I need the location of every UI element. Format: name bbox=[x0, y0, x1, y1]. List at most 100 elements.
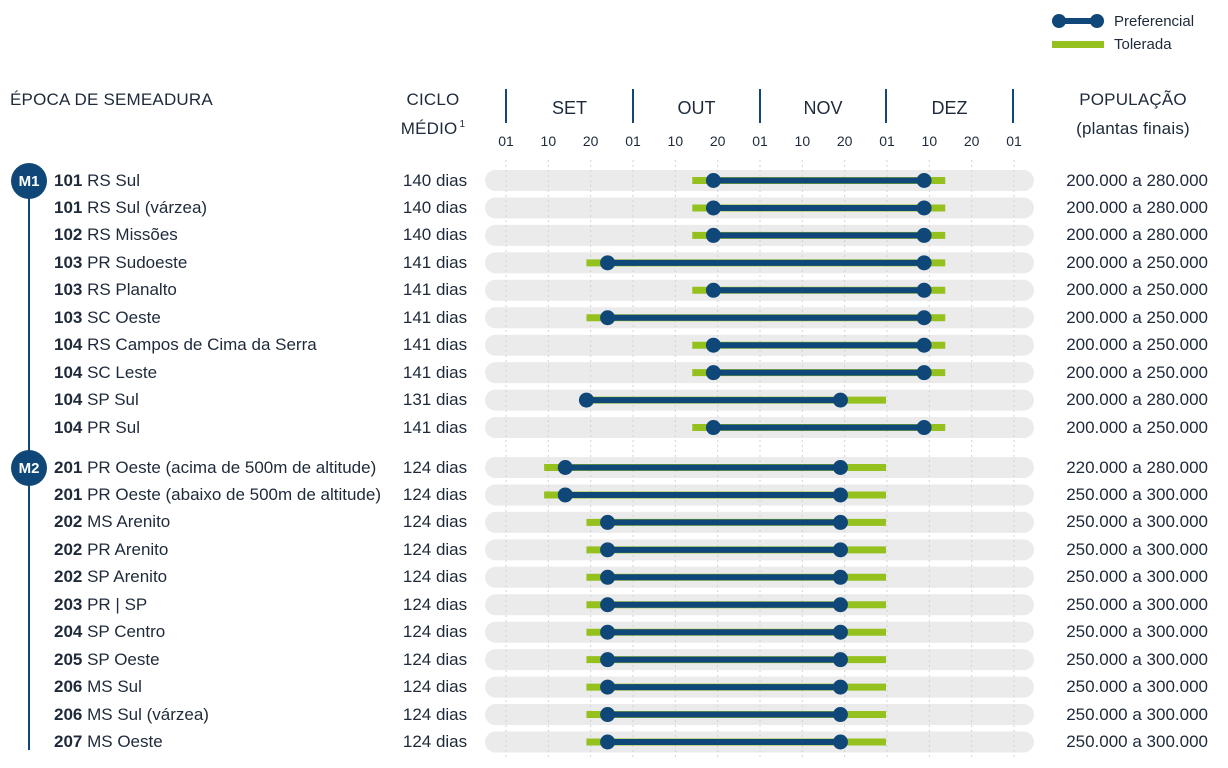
row-label: 204 SP Centro bbox=[54, 620, 165, 644]
preferred-start-dot bbox=[600, 569, 616, 585]
row-region-name: SP Sul bbox=[82, 390, 139, 410]
row-population: 200.000 a 280.000 bbox=[1066, 170, 1208, 190]
preferred-start-dot bbox=[600, 734, 616, 750]
row-code: 202 bbox=[54, 567, 83, 587]
population-header-line2: (plantas finais) bbox=[1076, 119, 1190, 138]
row-cycle: 124 dias bbox=[402, 567, 468, 587]
row-region-name: PR Sul bbox=[82, 417, 141, 437]
row-region-name: PR Sudoeste bbox=[82, 252, 188, 272]
row-code: 104 bbox=[54, 335, 83, 355]
row-region-name: MS Arenito bbox=[82, 512, 171, 532]
row-population: 250.000 a 300.000 bbox=[1066, 649, 1208, 669]
preferred-end-dot bbox=[916, 173, 932, 188]
row-label: 202 MS Arenito bbox=[54, 510, 170, 534]
preferred-end-dot bbox=[916, 227, 932, 243]
preferred-end-dot bbox=[832, 652, 848, 668]
legend-preferred-swatch bbox=[1052, 11, 1104, 31]
row-population: 200.000 a 250.000 bbox=[1066, 417, 1208, 437]
tick-label: 10 bbox=[668, 133, 684, 149]
row-region-name: PR Arenito bbox=[82, 539, 169, 559]
row-label: 103 SC Oeste bbox=[54, 306, 161, 330]
row-region-name: RS Sul (várzea) bbox=[82, 197, 208, 217]
row-cycle: 124 dias bbox=[402, 457, 468, 477]
preferred-start-dot bbox=[600, 624, 616, 640]
row-label: 104 SP Sul bbox=[54, 388, 139, 412]
row-cycle: 131 dias bbox=[402, 390, 468, 410]
legend-tolerated-label: Tolerada bbox=[1114, 35, 1172, 53]
row-label: 101 RS Sul (várzea) bbox=[54, 196, 207, 220]
row-code: 103 bbox=[54, 280, 83, 300]
row-region-name: RS Sul bbox=[82, 170, 141, 190]
row-code: 205 bbox=[54, 649, 83, 669]
row-population: 250.000 a 300.000 bbox=[1066, 539, 1208, 559]
group-badge-m1: M1 bbox=[11, 163, 47, 199]
row-label: 201 PR Oeste (abaixo de 500m de altitude… bbox=[54, 483, 381, 507]
preferred-end-dot bbox=[916, 365, 932, 381]
row-population: 200.000 a 280.000 bbox=[1066, 225, 1208, 245]
row-code: 202 bbox=[54, 512, 83, 532]
row-population: 250.000 a 300.000 bbox=[1066, 512, 1208, 532]
tick-label: 20 bbox=[964, 133, 980, 149]
row-label: 104 PR Sul bbox=[54, 416, 140, 440]
row-label: 103 RS Planalto bbox=[54, 278, 177, 302]
legend-preferred: Preferencial bbox=[1052, 11, 1194, 31]
row-region-name: RS Campos de Cima da Serra bbox=[82, 335, 317, 355]
preferred-start-dot bbox=[557, 460, 573, 475]
row-label: 104 SC Leste bbox=[54, 361, 157, 385]
tick-label: 01 bbox=[1006, 133, 1022, 149]
tick-label: 01 bbox=[625, 133, 641, 149]
month-label: SET bbox=[552, 98, 587, 118]
row-region-name: PR Oeste (abaixo de 500m de altitude) bbox=[82, 484, 381, 504]
preferred-start-dot bbox=[600, 707, 616, 723]
row-code: 104 bbox=[54, 362, 83, 382]
tick-label: 10 bbox=[795, 133, 811, 149]
row-population: 250.000 a 300.000 bbox=[1066, 567, 1208, 587]
preferred-start-dot bbox=[600, 514, 616, 530]
row-label: 202 SP Arenito bbox=[54, 565, 167, 589]
tick-label: 10 bbox=[922, 133, 938, 149]
month-label: OUT bbox=[678, 98, 716, 118]
preferred-end-dot bbox=[832, 597, 848, 613]
preferred-start-dot bbox=[705, 227, 721, 243]
tick-label: 20 bbox=[710, 133, 726, 149]
row-label: 104 RS Campos de Cima da Serra bbox=[54, 333, 317, 357]
month-label: NOV bbox=[803, 98, 842, 118]
preferred-end-dot bbox=[916, 200, 932, 216]
preferred-start-dot bbox=[705, 173, 721, 188]
row-cycle: 141 dias bbox=[402, 252, 468, 272]
row-region-name: PR Oeste (acima de 500m de altitude) bbox=[82, 457, 377, 477]
row-cycle: 141 dias bbox=[402, 307, 468, 327]
row-label: 205 SP Oeste bbox=[54, 648, 160, 672]
row-code: 203 bbox=[54, 594, 83, 614]
preferred-end-dot bbox=[832, 487, 848, 503]
row-cycle: 124 dias bbox=[402, 512, 468, 532]
preferred-start-dot bbox=[705, 365, 721, 381]
row-cycle: 124 dias bbox=[402, 704, 468, 724]
row-label: 206 MS Sul (várzea) bbox=[54, 703, 209, 727]
group-badge-m2: M2 bbox=[11, 450, 47, 486]
preferred-start-dot bbox=[600, 542, 616, 558]
row-population: 250.000 a 300.000 bbox=[1066, 704, 1208, 724]
tick-label: 20 bbox=[583, 133, 599, 149]
preferred-start-dot bbox=[705, 337, 721, 353]
row-population: 250.000 a 300.000 bbox=[1066, 677, 1208, 697]
row-region-name: MS Sul bbox=[82, 677, 142, 697]
row-population: 250.000 a 300.000 bbox=[1066, 484, 1208, 504]
legend-tolerated: Tolerada bbox=[1052, 34, 1172, 54]
row-cycle: 124 dias bbox=[402, 622, 468, 642]
row-code: 103 bbox=[54, 252, 83, 272]
row-cycle: 141 dias bbox=[402, 417, 468, 437]
row-cycle: 124 dias bbox=[402, 594, 468, 614]
row-region-name: PR | SP bbox=[82, 594, 148, 614]
row-population: 200.000 a 250.000 bbox=[1066, 307, 1208, 327]
preferred-end-dot bbox=[832, 707, 848, 723]
row-region-name: SP Oeste bbox=[82, 649, 160, 669]
row-cycle: 140 dias bbox=[402, 170, 468, 190]
cycle-header-line1: CICLO bbox=[406, 90, 460, 109]
row-region-name: MS Sul (várzea) bbox=[82, 704, 209, 724]
epoch-header: ÉPOCA DE SEMEADURA bbox=[10, 90, 213, 109]
row-label: 201 PR Oeste (acima de 500m de altitude) bbox=[54, 456, 376, 480]
row-cycle: 124 dias bbox=[402, 539, 468, 559]
population-header-line1: POPULAÇÃO bbox=[1079, 90, 1187, 109]
